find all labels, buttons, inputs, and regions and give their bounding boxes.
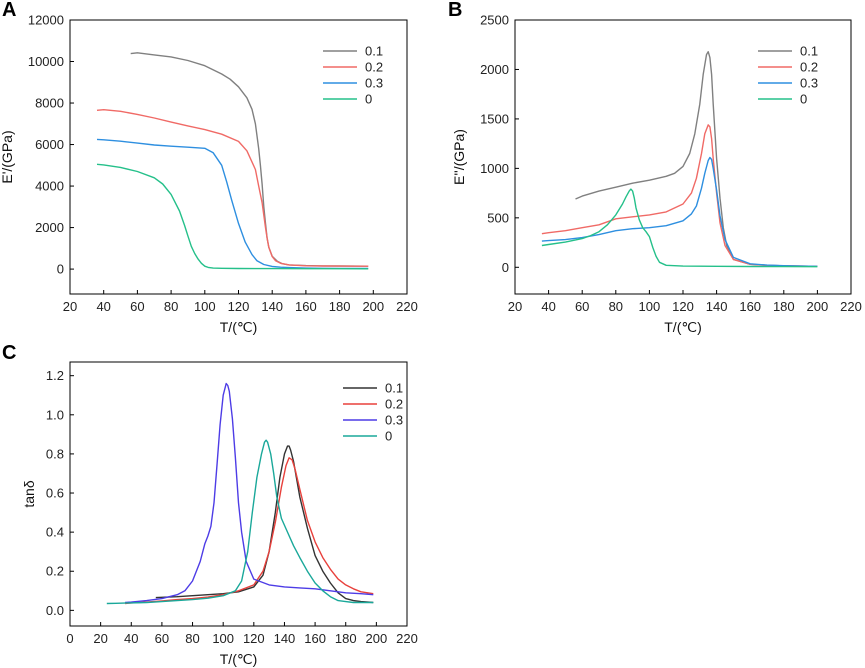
x-tick-label: 200 (807, 299, 829, 314)
panel-letter: C (2, 342, 16, 364)
y-tick-label: 1.2 (46, 368, 64, 383)
x-tick-label: 140 (274, 631, 296, 646)
y-tick-label: 500 (487, 210, 509, 225)
x-tick-label: 20 (63, 299, 77, 314)
x-tick-label: 60 (155, 631, 169, 646)
series-line-0.2 (125, 457, 374, 605)
y-tick-label: 0.2 (46, 564, 64, 579)
x-axis-label: T/(℃) (220, 319, 258, 335)
x-tick-label: 120 (243, 631, 265, 646)
x-tick-label: 20 (508, 299, 522, 314)
y-tick-label: 2000 (35, 220, 64, 235)
panel-letter: B (448, 0, 462, 21)
x-tick-label: 20 (93, 631, 107, 646)
y-axis-label: E''/(GPa) (451, 129, 467, 185)
y-tick-label: 8000 (35, 96, 64, 111)
x-tick-label: 160 (295, 299, 317, 314)
x-tick-label: 40 (124, 631, 138, 646)
legend-label: 0.2 (800, 60, 818, 75)
x-tick-label: 160 (304, 631, 326, 646)
y-tick-label: 10000 (28, 54, 64, 69)
panel-c: C 0 20 40 60 80 100 120 140 160 180 200 220 0.0 0.2 0.4… (2, 342, 418, 667)
x-tick-label: 100 (212, 631, 234, 646)
x-tick-label: 180 (329, 299, 351, 314)
legend-label: 0.2 (365, 60, 383, 75)
legend-label: 0.1 (365, 44, 383, 59)
legend-label: 0.1 (385, 381, 403, 396)
y-tick-label: 0.4 (46, 525, 64, 540)
series-line-0.1 (155, 445, 374, 604)
series-line-0 (106, 439, 374, 605)
panel-letter: A (2, 0, 16, 21)
y-tick-label: 0.0 (46, 603, 64, 618)
x-tick-label: 0 (66, 631, 73, 646)
y-axis-label: tanδ (21, 480, 37, 507)
series-line-0 (541, 188, 818, 268)
x-tick-label: 200 (366, 631, 388, 646)
legend-label: 0 (365, 92, 372, 107)
x-tick-label: 80 (185, 631, 199, 646)
series-line-0.3 (125, 382, 374, 604)
x-tick-label: 100 (639, 299, 661, 314)
y-tick-label: 1000 (480, 161, 509, 176)
x-tick-label: 180 (773, 299, 795, 314)
y-tick-label: 0 (57, 262, 64, 277)
x-tick-label: 80 (609, 299, 623, 314)
series-line-0.3 (541, 156, 818, 267)
x-tick-label: 80 (164, 299, 178, 314)
plot-frame (69, 19, 408, 295)
y-tick-label: 1.0 (46, 407, 64, 422)
x-tick-label: 160 (739, 299, 761, 314)
y-axis-label: E'/(GPa) (0, 130, 15, 183)
y-tick-label: 2000 (480, 62, 509, 77)
y-tick-label: 0.6 (46, 486, 64, 501)
series-line-0.3 (96, 138, 369, 270)
x-tick-label: 40 (96, 299, 110, 314)
series-line-0 (96, 163, 369, 270)
x-tick-label: 120 (672, 299, 694, 314)
legend-label: 0.3 (385, 413, 403, 428)
y-tick-label: 6000 (35, 137, 64, 152)
y-tick-label: 0 (502, 260, 509, 275)
series-line-0.2 (541, 124, 818, 267)
x-tick-label: 120 (228, 299, 250, 314)
legend-label: 0 (385, 429, 392, 444)
x-tick-label: 220 (840, 299, 862, 314)
legend-label: 0 (800, 92, 807, 107)
x-tick-label: 220 (396, 631, 418, 646)
y-tick-label: 4000 (35, 179, 64, 194)
y-tick-label: 0.8 (46, 446, 64, 461)
x-tick-label: 140 (706, 299, 728, 314)
x-tick-label: 40 (541, 299, 555, 314)
legend-label: 0.1 (800, 44, 818, 59)
y-tick-label: 1500 (480, 111, 509, 126)
x-tick-label: 180 (335, 631, 357, 646)
x-tick-label: 200 (362, 299, 384, 314)
x-tick-label: 60 (130, 299, 144, 314)
x-tick-label: 140 (261, 299, 283, 314)
plot-frame (69, 361, 408, 627)
x-tick-label: 60 (575, 299, 589, 314)
x-axis-label: T/(℃) (220, 651, 258, 667)
y-tick-label: 2500 (480, 13, 509, 28)
x-tick-label: 100 (194, 299, 216, 314)
y-tick-label: 12000 (28, 13, 64, 28)
series-line-0.1 (575, 51, 818, 267)
series-line-0.1 (130, 52, 369, 267)
series-line-0.2 (96, 108, 369, 267)
panel-a: A 20 40 60 80 100 120 140 160 180 200 220 0 2000 4000 6… (0, 0, 418, 335)
x-axis-label: T/(℃) (664, 319, 702, 335)
x-tick-label: 220 (396, 299, 418, 314)
legend-label: 0.3 (365, 76, 383, 91)
legend-label: 0.3 (800, 76, 818, 91)
legend-label: 0.2 (385, 397, 403, 412)
panel-b: B 20 40 60 80 100 120 140 160 180 200 220 0 500 1000 15… (448, 0, 862, 335)
